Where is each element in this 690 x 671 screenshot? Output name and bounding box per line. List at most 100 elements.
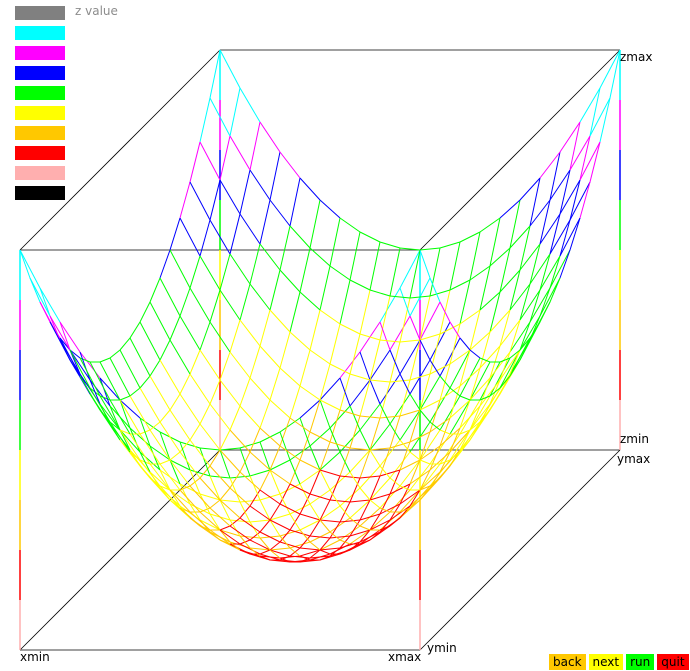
surface-line	[219, 499, 241, 519]
surface-line	[269, 519, 281, 537]
surface-line	[269, 549, 281, 559]
surface-line	[459, 367, 481, 387]
surface-line	[239, 499, 261, 503]
surface-line	[249, 121, 261, 171]
surface-line	[579, 135, 591, 181]
surface-line	[519, 283, 531, 321]
surface-line	[69, 349, 91, 389]
surface-line	[69, 359, 91, 395]
surface-line	[269, 503, 281, 521]
surface-line	[99, 403, 121, 431]
surface-line	[259, 199, 271, 245]
surface-line	[169, 409, 191, 441]
surface-line	[379, 373, 401, 405]
surface-line	[549, 255, 561, 289]
surface-line	[399, 485, 411, 491]
surface-line	[359, 531, 381, 543]
surface-line	[279, 431, 291, 461]
surface-line	[419, 469, 431, 491]
back-button[interactable]: back	[549, 654, 586, 670]
surface-line	[589, 141, 601, 183]
surface-line	[389, 477, 401, 487]
surface-line	[159, 485, 171, 491]
surface-line	[399, 379, 411, 417]
surface-line	[469, 349, 481, 359]
surface-line	[299, 177, 321, 201]
surface-line	[419, 463, 441, 491]
legend-swatch	[15, 186, 65, 200]
surface-line	[409, 373, 431, 381]
surface-line	[459, 231, 481, 243]
surface-line	[39, 287, 51, 317]
surface-line	[189, 373, 211, 405]
surface-line	[219, 525, 231, 531]
surface-line	[529, 199, 551, 227]
surface-line	[499, 269, 521, 293]
surface-line	[399, 489, 421, 513]
control-buttons: back next run quit	[549, 654, 690, 670]
surface-line	[239, 501, 251, 523]
surface-line	[209, 531, 221, 541]
surface-line	[239, 535, 251, 549]
surface-line	[329, 323, 341, 365]
surface-line	[99, 377, 111, 407]
surface-line	[359, 231, 381, 243]
surface-line	[259, 427, 281, 447]
surface-line	[249, 469, 271, 477]
surface-line	[229, 351, 251, 379]
surface-line	[189, 255, 201, 289]
surface-line	[269, 151, 281, 201]
surface-line	[359, 449, 371, 479]
surface-line	[279, 417, 291, 447]
surface-line	[339, 487, 361, 507]
surface-line	[379, 465, 391, 479]
surface-line	[229, 477, 241, 503]
surface-line	[459, 349, 471, 387]
surface-line	[299, 385, 321, 401]
surface-line	[79, 375, 101, 411]
surface-line	[379, 321, 391, 351]
surface-line	[199, 321, 211, 351]
surface-line	[229, 487, 251, 507]
surface-line	[339, 409, 361, 417]
surface-line	[509, 359, 521, 377]
surface-line	[319, 469, 341, 477]
next-button[interactable]: next	[588, 654, 624, 670]
surface-line	[139, 301, 151, 323]
surface-line	[329, 405, 351, 429]
surface-line	[139, 459, 161, 487]
ymax-label: ymax	[617, 452, 651, 466]
surface-line	[229, 519, 241, 537]
surface-line	[199, 507, 211, 513]
surface-line	[539, 199, 551, 245]
surface-line	[449, 399, 471, 435]
run-button[interactable]: run	[626, 654, 655, 670]
surface-line	[439, 337, 461, 377]
surface-line	[199, 97, 211, 143]
surface-line	[189, 503, 201, 521]
surface-line	[449, 385, 461, 419]
surface-line	[369, 417, 381, 451]
surface-line	[459, 405, 481, 429]
surface-line	[289, 503, 311, 515]
surface-line	[549, 151, 561, 201]
surface-line	[519, 225, 531, 271]
surface-line	[489, 373, 511, 405]
surface-line	[219, 449, 231, 479]
surface-line	[159, 339, 171, 361]
surface-line	[189, 511, 211, 531]
surface-line	[379, 439, 401, 467]
quit-button[interactable]: quit	[657, 654, 689, 670]
surface-line	[559, 249, 571, 279]
surface-line	[329, 535, 351, 539]
legend-swatch	[15, 66, 65, 80]
surface-line	[109, 357, 131, 397]
surface-line	[149, 445, 161, 471]
surface-line	[149, 445, 171, 461]
surface-line	[319, 469, 331, 491]
surface-line	[299, 513, 321, 521]
surface-line	[319, 377, 341, 401]
legend-swatch	[15, 46, 65, 60]
surface-line	[459, 399, 471, 429]
surface-line	[99, 357, 111, 363]
